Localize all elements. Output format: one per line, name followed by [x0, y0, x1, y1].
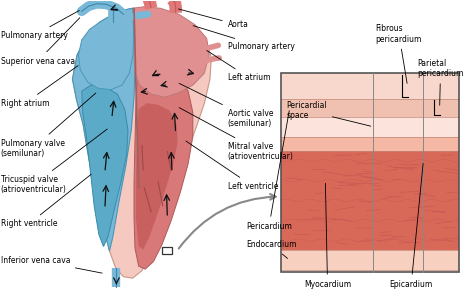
Bar [281, 73, 459, 272]
Polygon shape [136, 103, 178, 250]
Text: Left ventricle: Left ventricle [186, 141, 278, 191]
Bar [281, 117, 459, 137]
Bar [281, 73, 459, 99]
Polygon shape [82, 85, 128, 247]
Text: Pericardial
space: Pericardial space [286, 101, 371, 126]
Text: Pulmonary artery: Pulmonary artery [0, 11, 79, 40]
Polygon shape [134, 67, 193, 269]
Polygon shape [73, 8, 211, 278]
Text: Pulmonary artery: Pulmonary artery [193, 26, 294, 51]
Text: Left atrium: Left atrium [207, 51, 270, 82]
Text: Endocardium: Endocardium [246, 241, 297, 258]
Bar [162, 248, 172, 254]
Text: Right atrium: Right atrium [0, 66, 78, 108]
Polygon shape [133, 7, 209, 97]
Text: Inferior vena cava: Inferior vena cava [0, 255, 102, 273]
Text: Mitral valve
(atrioventricular): Mitral valve (atrioventricular) [179, 108, 293, 161]
Text: Pulmonary valve
(semilunar): Pulmonary valve (semilunar) [0, 93, 96, 158]
Bar [281, 73, 459, 272]
Bar [281, 250, 459, 270]
Text: Myocardium: Myocardium [304, 183, 351, 289]
Text: Tricuspid valve
(atrioventricular): Tricuspid valve (atrioventricular) [0, 129, 107, 195]
Polygon shape [73, 8, 135, 251]
Text: Aorta: Aorta [178, 9, 248, 29]
Text: Aortic valve
(semilunar): Aortic valve (semilunar) [179, 83, 273, 128]
Bar [281, 270, 459, 272]
Text: Right ventricle: Right ventricle [0, 174, 91, 228]
Bar [281, 99, 459, 117]
Bar [281, 151, 459, 250]
Polygon shape [79, 8, 134, 90]
Text: Pericardium: Pericardium [246, 111, 292, 231]
Text: Epicardium: Epicardium [390, 163, 433, 289]
Text: Superior vena cava: Superior vena cava [0, 18, 80, 65]
Text: Parietal
pericardium: Parietal pericardium [418, 59, 464, 105]
Bar [281, 137, 459, 151]
Text: Fibrous
pericardium: Fibrous pericardium [376, 24, 422, 83]
